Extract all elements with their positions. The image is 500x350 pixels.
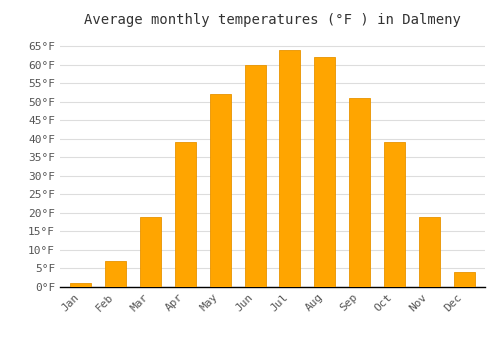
Bar bbox=[70, 283, 92, 287]
Bar bbox=[419, 217, 440, 287]
Title: Average monthly temperatures (°F ) in Dalmeny: Average monthly temperatures (°F ) in Da… bbox=[84, 13, 461, 27]
Bar bbox=[106, 261, 126, 287]
Bar bbox=[349, 98, 370, 287]
Bar bbox=[314, 57, 335, 287]
Bar bbox=[244, 65, 266, 287]
Bar bbox=[210, 94, 231, 287]
Bar bbox=[175, 142, 196, 287]
Bar bbox=[384, 142, 405, 287]
Bar bbox=[280, 50, 300, 287]
Bar bbox=[140, 217, 161, 287]
Bar bbox=[454, 272, 474, 287]
